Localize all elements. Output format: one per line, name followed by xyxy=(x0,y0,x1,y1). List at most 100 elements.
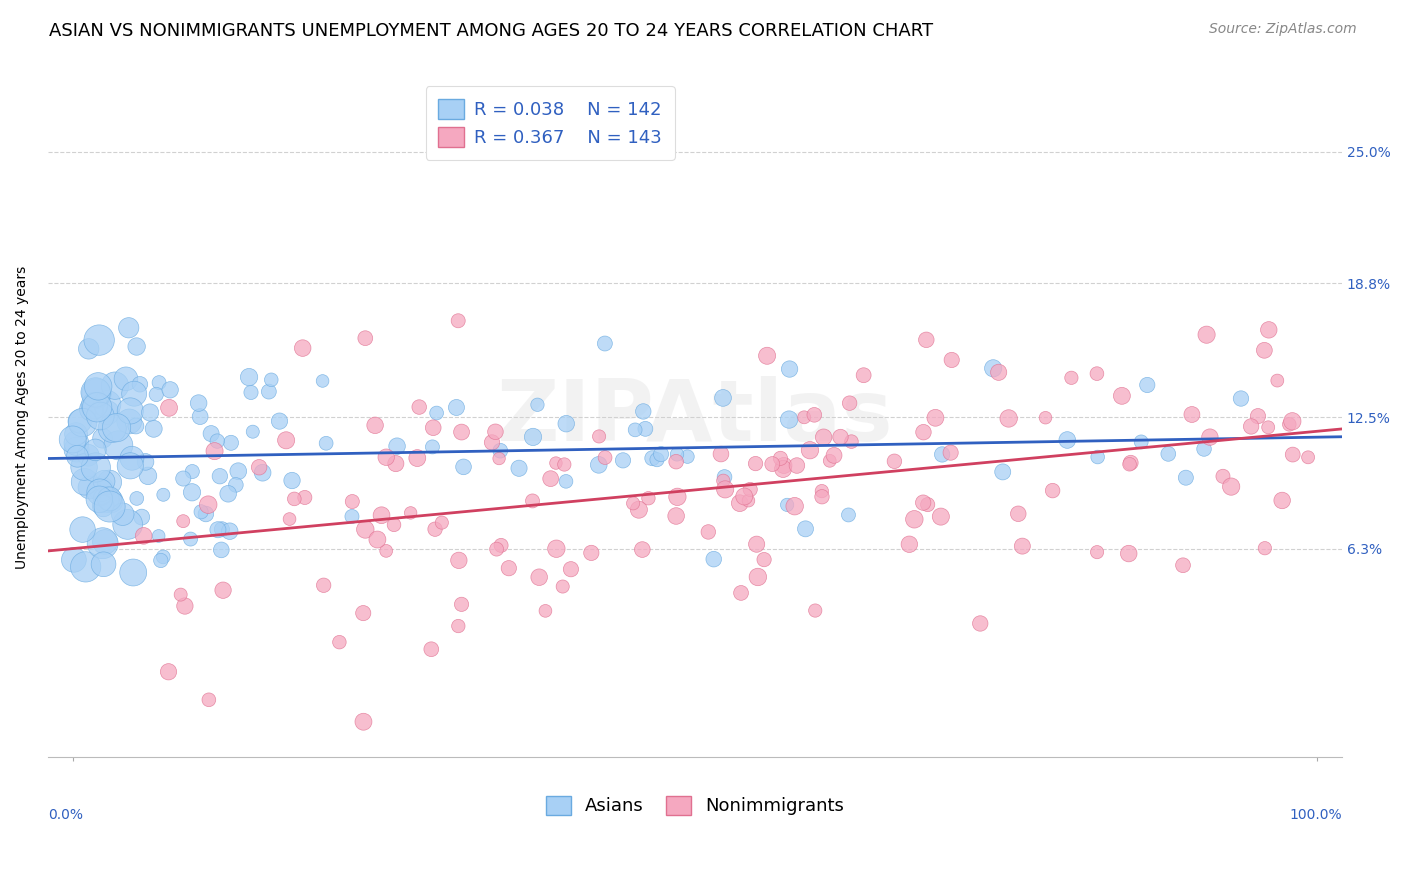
Point xyxy=(818,454,841,468)
Point xyxy=(773,458,796,473)
Y-axis label: Unemployment Among Ages 20 to 24 years: Unemployment Among Ages 20 to 24 years xyxy=(15,266,30,569)
Point xyxy=(783,499,806,513)
Point xyxy=(987,365,1010,379)
Point xyxy=(312,578,335,592)
Point xyxy=(98,475,121,490)
Point xyxy=(200,426,222,441)
Point xyxy=(209,542,232,557)
Point xyxy=(96,492,118,507)
Point xyxy=(711,474,734,488)
Point xyxy=(187,396,209,410)
Point xyxy=(915,333,938,347)
Point xyxy=(485,542,508,557)
Point xyxy=(737,493,759,508)
Point xyxy=(772,462,794,476)
Point xyxy=(645,452,668,467)
Point xyxy=(728,496,751,510)
Point xyxy=(837,508,859,522)
Point xyxy=(63,553,86,567)
Point xyxy=(194,507,217,521)
Point xyxy=(219,435,242,450)
Point xyxy=(252,466,274,480)
Point xyxy=(66,450,89,464)
Point xyxy=(311,374,333,388)
Point xyxy=(65,442,87,457)
Point xyxy=(666,490,689,504)
Point xyxy=(73,460,96,475)
Point xyxy=(89,485,111,500)
Point xyxy=(96,397,118,411)
Point xyxy=(240,385,263,400)
Point xyxy=(544,456,567,470)
Point xyxy=(62,433,84,447)
Point xyxy=(1060,371,1083,385)
Point xyxy=(650,447,672,461)
Point xyxy=(1265,374,1288,388)
Point xyxy=(91,499,114,513)
Point xyxy=(1011,539,1033,553)
Point xyxy=(1007,507,1029,521)
Point xyxy=(157,665,180,679)
Point xyxy=(96,406,118,420)
Point xyxy=(898,537,921,551)
Point xyxy=(198,693,221,707)
Point xyxy=(98,500,121,514)
Point xyxy=(111,507,134,521)
Point xyxy=(218,524,240,539)
Point xyxy=(631,542,654,557)
Point xyxy=(1257,420,1279,434)
Point xyxy=(217,487,239,501)
Point xyxy=(101,421,124,435)
Point xyxy=(612,453,634,467)
Point xyxy=(294,491,316,505)
Point xyxy=(634,422,657,436)
Point xyxy=(450,598,472,612)
Point xyxy=(447,314,470,328)
Point xyxy=(489,443,512,458)
Point xyxy=(423,522,446,536)
Point xyxy=(1240,419,1263,434)
Point xyxy=(226,464,249,478)
Point xyxy=(799,443,821,458)
Point xyxy=(77,342,100,356)
Point xyxy=(149,553,172,567)
Point xyxy=(278,512,301,526)
Point xyxy=(122,566,145,580)
Point xyxy=(1281,448,1303,462)
Point xyxy=(354,331,377,345)
Point xyxy=(744,457,766,471)
Point xyxy=(666,447,689,461)
Point xyxy=(527,570,550,584)
Point xyxy=(1111,389,1133,403)
Point xyxy=(120,458,142,473)
Point xyxy=(508,461,530,475)
Point xyxy=(382,517,405,532)
Point xyxy=(1130,434,1153,449)
Point xyxy=(1085,545,1108,559)
Point xyxy=(134,455,156,469)
Point xyxy=(93,475,115,489)
Point xyxy=(803,408,825,422)
Point xyxy=(100,494,122,508)
Point xyxy=(87,379,110,393)
Point xyxy=(238,370,260,384)
Point xyxy=(129,377,152,392)
Point xyxy=(190,505,212,519)
Point xyxy=(779,362,801,376)
Point xyxy=(180,532,202,546)
Point xyxy=(991,465,1014,479)
Point xyxy=(1257,323,1279,337)
Point xyxy=(366,533,388,547)
Point xyxy=(761,457,783,471)
Point xyxy=(489,538,512,552)
Point xyxy=(665,455,688,469)
Point xyxy=(560,562,582,576)
Point xyxy=(207,523,229,537)
Point xyxy=(86,386,108,401)
Point xyxy=(420,642,443,657)
Point xyxy=(399,506,422,520)
Point xyxy=(104,378,127,392)
Point xyxy=(1199,430,1222,444)
Point xyxy=(912,495,935,509)
Point xyxy=(786,458,808,473)
